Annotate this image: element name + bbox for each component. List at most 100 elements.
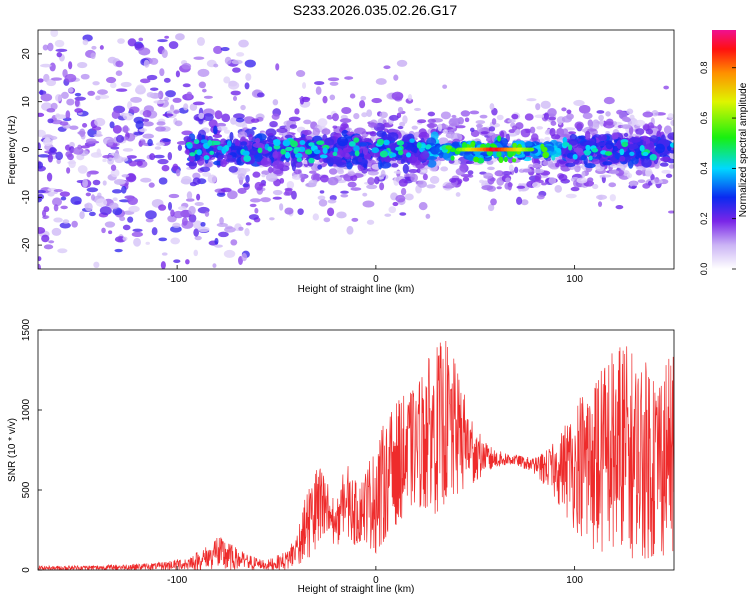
spectral-blob <box>172 97 182 103</box>
spectral-blob <box>186 91 193 100</box>
spectral-blob <box>40 93 53 102</box>
spectral-blob <box>82 178 89 188</box>
spectral-blob <box>115 70 123 76</box>
spectral-blob <box>219 217 224 225</box>
spectral-hotspot <box>512 158 517 163</box>
spectral-blob <box>540 100 551 109</box>
spectral-blob <box>77 61 88 69</box>
spectral-blob <box>60 91 69 99</box>
spectral-blob <box>374 176 380 185</box>
spectral-blob <box>360 95 367 101</box>
x-tick-label: -100 <box>167 575 187 586</box>
spectral-blob <box>411 125 418 130</box>
spectral-blob <box>654 163 660 169</box>
spectral-blob <box>312 127 321 137</box>
spectral-blob <box>214 244 223 248</box>
spectral-blob <box>41 234 50 243</box>
spectral-blob <box>104 221 116 228</box>
spectral-blob <box>314 81 325 86</box>
spectral-blob <box>157 39 168 43</box>
spectral-blob <box>637 179 646 184</box>
spectral-blob <box>427 111 436 117</box>
spectral-hotspot <box>583 149 592 155</box>
spectral-blob <box>68 61 73 70</box>
spectral-blob <box>351 217 359 222</box>
spectral-blob <box>353 127 366 135</box>
spectral-blob <box>248 133 253 141</box>
spectral-blob <box>317 118 328 127</box>
spectral-blob <box>275 63 280 71</box>
x-tick-label: 0 <box>373 274 379 285</box>
spectral-blob <box>388 129 399 133</box>
spectral-blob <box>289 124 298 129</box>
spectral-blob <box>341 106 352 115</box>
spectral-blob <box>533 168 545 174</box>
spectral-blob <box>317 164 323 170</box>
spectral-blob <box>192 101 205 106</box>
spectral-blob <box>149 153 156 161</box>
spectral-blob <box>49 146 57 153</box>
spectral-blob <box>245 222 252 226</box>
spectral-blob <box>196 36 205 46</box>
spectral-blob <box>244 59 256 68</box>
spectral-hotspot <box>621 141 629 148</box>
spectral-blob <box>417 119 427 124</box>
spectral-blob <box>276 128 288 134</box>
spectral-blob <box>223 129 231 134</box>
y-tick-label: -10 <box>21 190 32 205</box>
x-tick-label: 100 <box>566 575 583 586</box>
spectral-blob <box>392 201 399 207</box>
spectral-blob <box>254 207 259 214</box>
spectral-blob <box>467 170 474 175</box>
spectral-blob <box>393 74 399 81</box>
spectral-blob <box>603 96 615 105</box>
spectral-blob <box>602 161 613 166</box>
spectral-blob <box>578 104 591 114</box>
spectral-blob <box>631 185 637 189</box>
spectral-blob <box>55 114 67 120</box>
spectral-blob <box>319 174 329 183</box>
x-tick-label: 100 <box>566 274 583 285</box>
spectral-blob <box>272 189 283 196</box>
spectral-blob <box>312 213 319 221</box>
spectral-blob <box>469 110 480 115</box>
spectral-hotspot <box>568 144 573 151</box>
spectral-blob <box>535 103 541 111</box>
spectral-hotspot <box>273 139 281 146</box>
spectral-blob <box>293 169 302 175</box>
spectral-blob <box>127 195 134 202</box>
spectral-blob <box>567 138 578 146</box>
spectral-blob <box>574 165 581 173</box>
spectral-blob <box>146 91 155 98</box>
spectral-blob <box>128 160 138 167</box>
spectral-blob <box>261 173 266 178</box>
spectral-blob <box>80 145 90 149</box>
spectral-blob <box>587 128 597 132</box>
spectral-blob <box>327 207 335 217</box>
spectral-blob <box>427 118 437 124</box>
spectral-blob <box>460 110 471 117</box>
spectral-blob <box>136 84 145 92</box>
spectral-blob <box>173 110 180 114</box>
spectral-hotspot <box>405 152 412 158</box>
spectral-blob <box>667 113 674 119</box>
spectral-blob <box>111 189 123 194</box>
spectral-blob <box>235 117 245 123</box>
spectral-blob <box>38 193 45 200</box>
spectral-blob <box>47 42 54 52</box>
spectrogram-ylabel: Frequency (Hz) <box>7 116 18 185</box>
spectral-blob <box>214 237 219 245</box>
spectral-blob <box>117 38 125 44</box>
spectral-blob <box>176 141 188 145</box>
spectral-blob <box>172 222 181 228</box>
spectral-blob <box>221 113 231 123</box>
spectral-blob <box>175 70 180 78</box>
spectral-hotspot <box>498 156 504 164</box>
spectral-blob <box>213 125 218 135</box>
spectral-blob <box>336 211 347 219</box>
spectral-blob <box>654 176 660 184</box>
spectral-blob <box>38 112 45 117</box>
spectral-blob <box>417 180 428 188</box>
